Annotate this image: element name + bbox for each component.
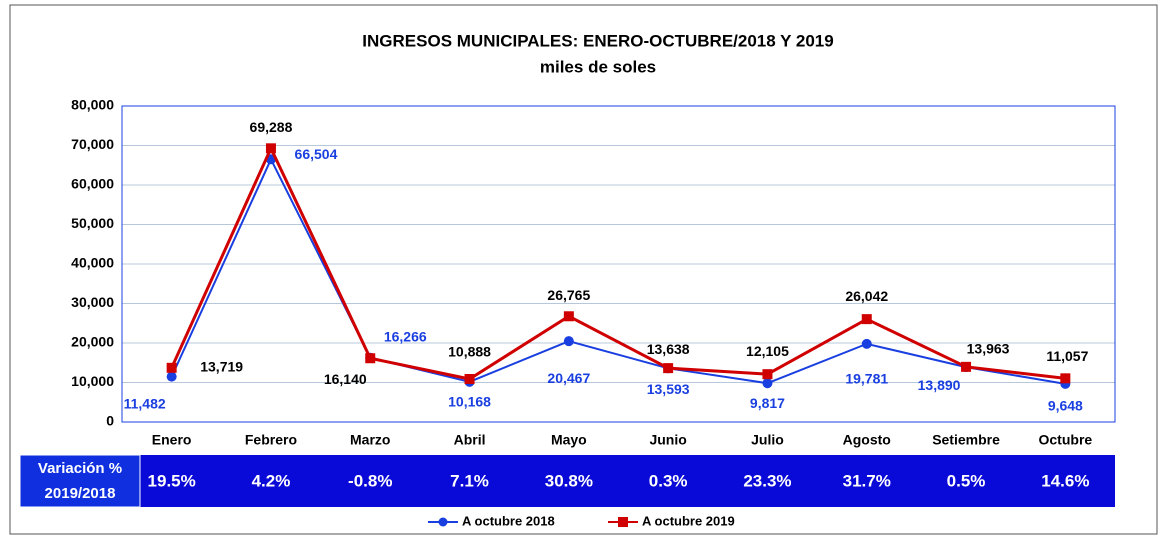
chart-frame — [9, 4, 1158, 535]
y-tick-label: 70,000 — [71, 136, 114, 152]
data-label: 20,467 — [547, 370, 590, 386]
x-tick-label: Febrero — [245, 432, 297, 448]
y-tick-label: 0 — [106, 413, 114, 429]
data-label: 13,963 — [967, 341, 1010, 357]
x-tick-label: Marzo — [350, 432, 390, 448]
y-tick-label: 80,000 — [71, 97, 114, 113]
marker — [166, 362, 177, 373]
data-label: 13,890 — [918, 377, 961, 393]
variation-label: Variación % — [38, 460, 122, 477]
data-label: 16,266 — [384, 328, 427, 344]
variation-value: 4.2% — [252, 471, 291, 490]
marker — [861, 314, 872, 325]
legend-label: A octubre 2019 — [642, 513, 735, 528]
plot-border — [121, 105, 1116, 423]
data-label: 66,504 — [295, 146, 338, 162]
variation-value: 31.7% — [843, 471, 891, 490]
variation-value: 0.5% — [947, 471, 986, 490]
x-tick-label: Octubre — [1039, 432, 1093, 448]
chart-title: INGRESOS MUNICIPALES: ENERO-OCTUBRE/2018… — [362, 31, 833, 50]
data-label: 19,781 — [845, 371, 888, 387]
x-tick-label: Julio — [751, 432, 784, 448]
variation-band — [20, 455, 1115, 507]
y-tick-label: 40,000 — [71, 255, 114, 271]
x-tick-label: Abril — [454, 432, 486, 448]
marker — [265, 143, 276, 154]
variation-label-box — [19, 454, 141, 508]
variation-value: 23.3% — [743, 471, 791, 490]
y-tick-label: 60,000 — [71, 176, 114, 192]
series-line — [170, 144, 1066, 381]
x-tick-label: Junio — [649, 432, 686, 448]
data-label: 13,638 — [647, 341, 690, 357]
legend-marker — [438, 517, 448, 527]
x-tick-label: Agosto — [843, 432, 891, 448]
marker — [961, 361, 972, 372]
marker — [762, 378, 773, 389]
variation-value: 0.3% — [649, 471, 688, 490]
data-label: 11,482 — [124, 395, 166, 411]
variation-value: 7.1% — [450, 471, 489, 490]
variation-value: 14.6% — [1041, 471, 1089, 490]
chart-subtitle: miles de soles — [540, 57, 656, 76]
data-label: 13,593 — [647, 381, 690, 397]
marker — [166, 371, 177, 382]
data-label: 12,105 — [746, 343, 789, 359]
marker — [464, 373, 475, 384]
marker — [663, 363, 674, 374]
y-tick-label: 50,000 — [71, 215, 114, 231]
variation-value: -0.8% — [348, 471, 392, 490]
data-label: 9,817 — [750, 395, 785, 411]
data-label: 69,288 — [250, 119, 293, 135]
series-line — [170, 156, 1066, 385]
x-tick-label: Mayo — [551, 432, 587, 448]
marker — [563, 311, 574, 322]
data-label: 11,057 — [1046, 348, 1088, 364]
marker — [563, 336, 574, 347]
data-label: 16,140 — [324, 371, 367, 387]
x-tick-label: Setiembre — [932, 432, 1000, 448]
marker — [1060, 373, 1071, 384]
marker — [365, 353, 376, 364]
variation-value: 30.8% — [545, 471, 593, 490]
y-tick-label: 30,000 — [71, 294, 114, 310]
y-tick-label: 10,000 — [71, 373, 114, 389]
variation-label: 2019/2018 — [45, 485, 116, 502]
data-label: 13,719 — [200, 359, 243, 375]
data-label: 9,648 — [1048, 398, 1083, 414]
data-label: 10,888 — [448, 344, 491, 360]
legend-marker — [618, 517, 628, 527]
legend-label: A octubre 2018 — [462, 513, 555, 528]
x-tick-label: Enero — [152, 432, 192, 448]
variation-value: 19.5% — [148, 471, 196, 490]
data-label: 10,168 — [448, 394, 491, 410]
data-label: 26,042 — [845, 288, 888, 304]
data-label: 26,765 — [547, 287, 590, 303]
y-tick-label: 20,000 — [71, 334, 114, 350]
marker — [762, 369, 773, 380]
marker — [861, 338, 872, 349]
